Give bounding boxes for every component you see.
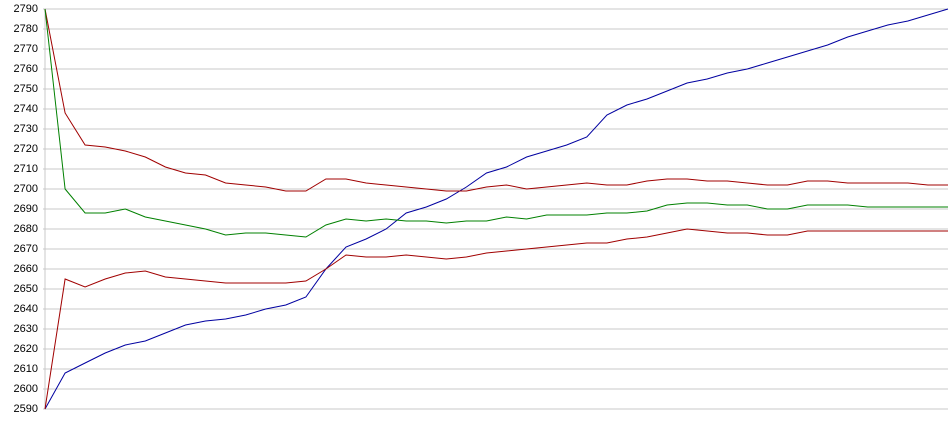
y-tick-label: 2670 bbox=[14, 243, 38, 255]
data-line bbox=[44, 228, 948, 410]
y-tick-label: 2660 bbox=[14, 263, 38, 275]
data-line bbox=[44, 8, 948, 238]
y-tick-label: 2780 bbox=[14, 23, 38, 35]
y-tick-label: 2710 bbox=[14, 163, 38, 175]
y-tick-label: 2600 bbox=[14, 383, 38, 395]
y-tick-label: 2740 bbox=[14, 103, 38, 115]
y-tick-label: 2640 bbox=[14, 303, 38, 315]
y-tick-label: 2790 bbox=[14, 3, 38, 15]
y-tick-label: 2610 bbox=[14, 363, 38, 375]
y-tick-label: 2750 bbox=[14, 83, 38, 95]
y-tick-label: 2690 bbox=[14, 203, 38, 215]
y-tick-label: 2770 bbox=[14, 43, 38, 55]
y-tick-label: 2620 bbox=[14, 343, 38, 355]
y-tick-label: 2680 bbox=[14, 223, 38, 235]
data-line bbox=[44, 8, 948, 192]
y-tick-label: 2730 bbox=[14, 123, 38, 135]
y-tick-label: 2590 bbox=[14, 403, 38, 415]
data-line bbox=[44, 8, 949, 410]
y-tick-label: 2700 bbox=[14, 183, 38, 195]
y-tick-label: 2720 bbox=[14, 143, 38, 155]
y-tick-label: 2630 bbox=[14, 323, 38, 335]
y-tick-label: 2650 bbox=[14, 283, 38, 295]
y-tick-label: 2760 bbox=[14, 63, 38, 75]
